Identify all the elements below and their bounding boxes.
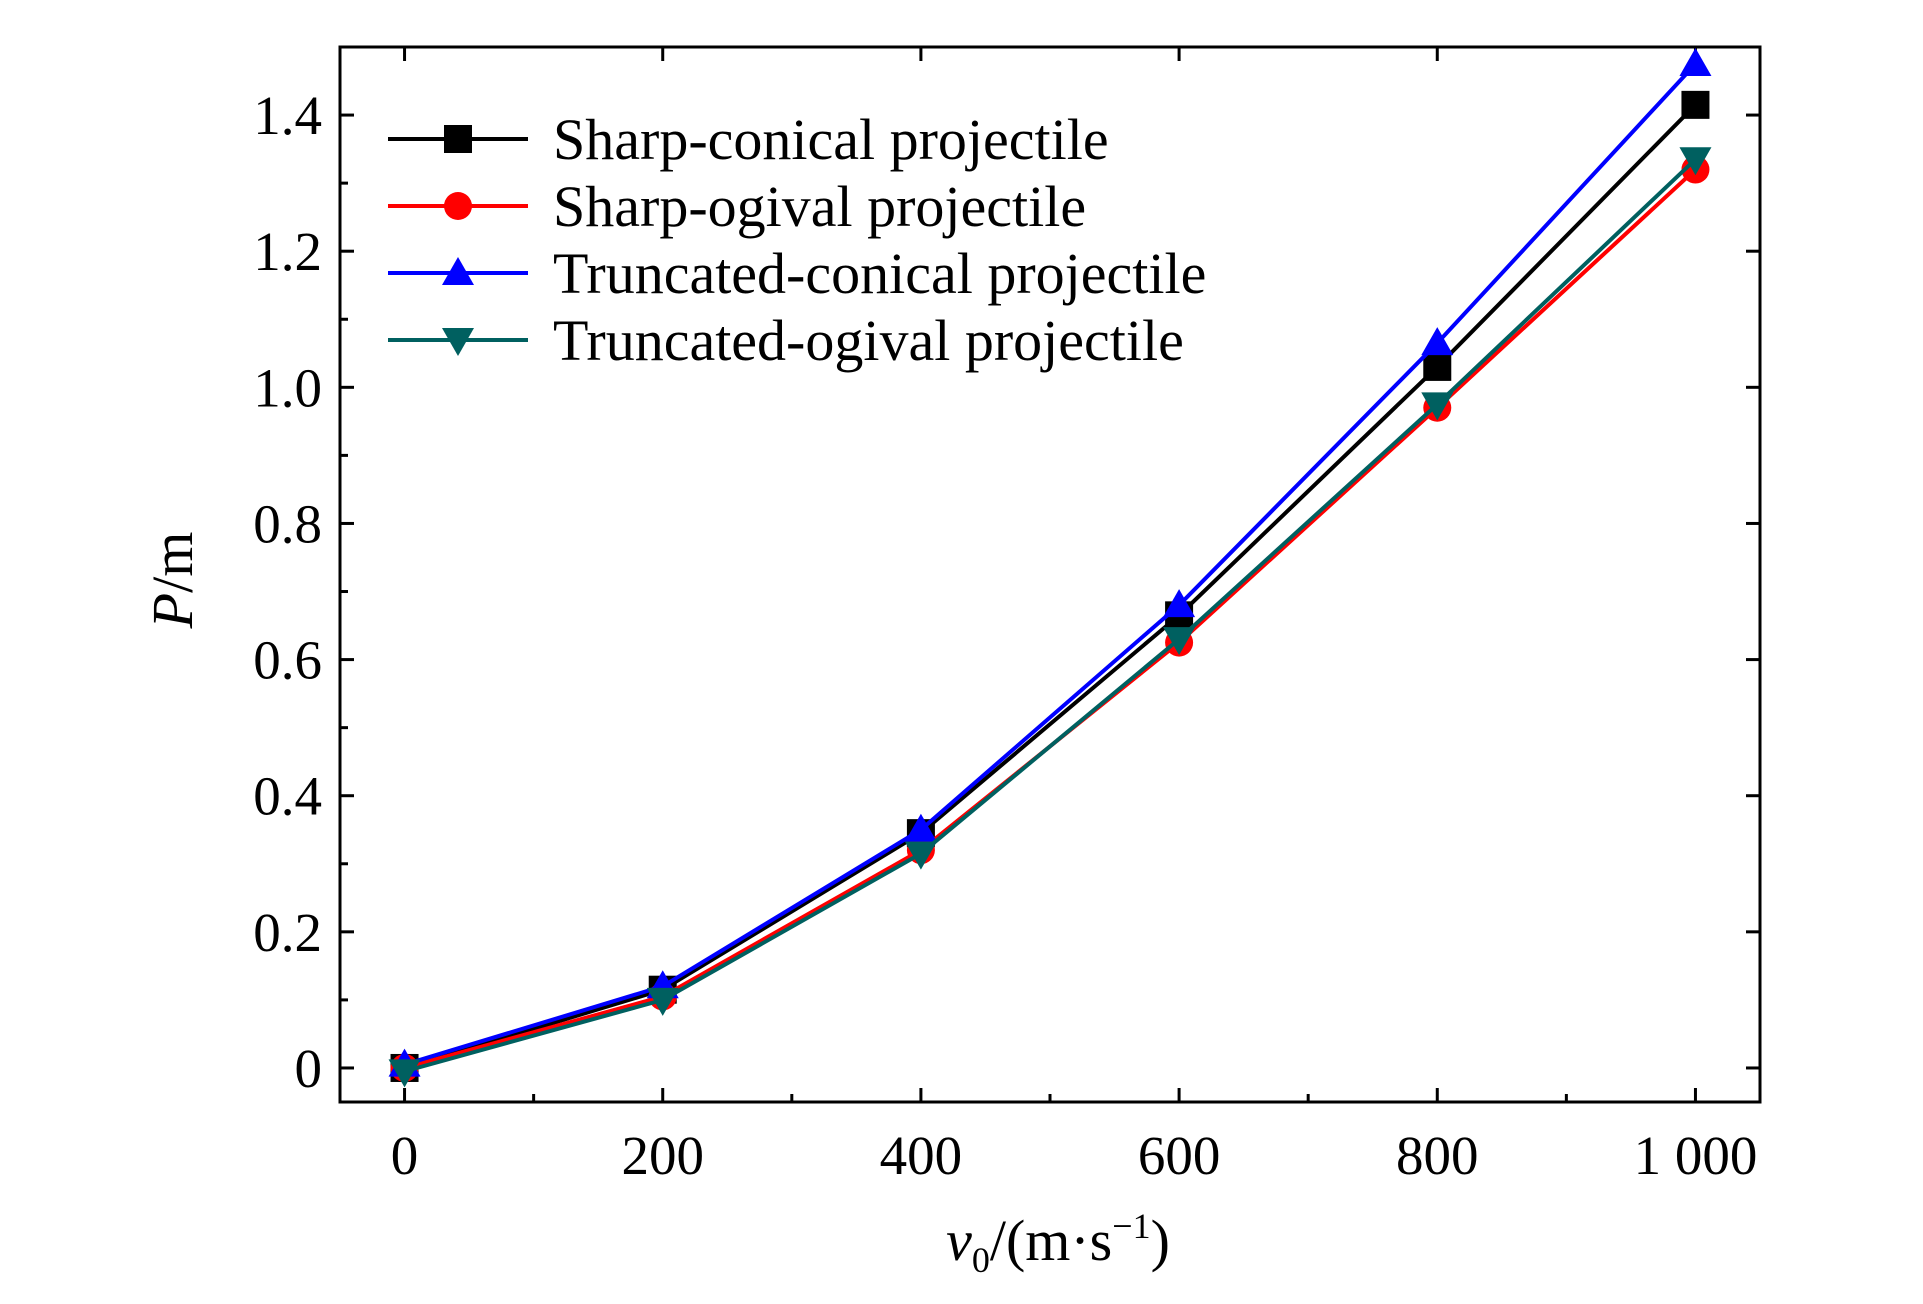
legend-item-4: Truncated-ogival projectile [388, 308, 1184, 373]
data-point [1421, 392, 1454, 421]
legend-item-2: Sharp-ogival projectile [388, 174, 1086, 239]
x-axis-title: v0/(m·s−1) [946, 1206, 1170, 1280]
x-tick-label: 1 000 [1634, 1125, 1758, 1186]
series-4 [388, 147, 1712, 1088]
x-tick-label: 400 [880, 1125, 963, 1186]
legend-label: Truncated-ogival projectile [553, 308, 1184, 373]
series-1 [390, 90, 1710, 1082]
x-axis-title-sup: −1 [1112, 1206, 1150, 1246]
data-point [904, 841, 937, 870]
data-point [1163, 627, 1196, 656]
y-axis-title: P/m [140, 532, 205, 630]
data-point [388, 1059, 421, 1088]
data-point [1679, 48, 1712, 77]
y-tick-label: 1.4 [253, 85, 322, 146]
x-tick-label: 0 [391, 1125, 419, 1186]
x-tick-label: 200 [621, 1125, 704, 1186]
legend-marker [444, 125, 472, 153]
y-tick-label: 1.0 [253, 357, 322, 418]
y-axis-title-var: P [140, 593, 205, 629]
series-line [404, 157, 1697, 1074]
series-line [403, 62, 1697, 1067]
y-tick-label: 0.8 [253, 493, 322, 554]
y-tick-label: 0.2 [253, 902, 322, 963]
legend-marker [442, 328, 474, 356]
y-tick-label: 0 [295, 1038, 323, 1099]
y-tick-label: 1.2 [253, 221, 322, 282]
legend-label: Sharp-ogival projectile [553, 174, 1086, 239]
data-point [1681, 90, 1710, 119]
data-point [1163, 589, 1196, 618]
y-axis-title-unit: /m [140, 532, 205, 593]
axes: 0 200 400 600 800 1 000 0 0.2 0.4 0.6 0.8 1.0 1.2 1.4 [253, 45, 1762, 1186]
legend-label: Truncated-conical projectile [553, 241, 1206, 306]
data-point [1679, 147, 1712, 176]
y-tick-label: 0.6 [253, 630, 322, 691]
x-tick-label: 600 [1138, 1125, 1221, 1186]
legend-marker [442, 257, 474, 285]
x-tick-label: 800 [1396, 1125, 1479, 1186]
x-axis-title-unit: /(m·s [990, 1208, 1112, 1273]
x-axis-title-var: v [946, 1208, 972, 1273]
series-layer [388, 48, 1712, 1088]
x-axis-title-close: ) [1151, 1208, 1170, 1273]
legend-item-1: Sharp-conical projectile [388, 107, 1109, 172]
data-point [1421, 327, 1454, 356]
y-tick-label: 0.4 [253, 766, 322, 827]
legend-label: Sharp-conical projectile [553, 107, 1109, 172]
data-point [904, 813, 937, 842]
x-axis-title-sub: 0 [972, 1240, 990, 1280]
data-point [646, 987, 679, 1016]
legend-marker [444, 192, 472, 220]
data-point [1423, 352, 1452, 381]
legend-item-3: Truncated-conical projectile [388, 241, 1206, 306]
series-line [403, 103, 1697, 1070]
